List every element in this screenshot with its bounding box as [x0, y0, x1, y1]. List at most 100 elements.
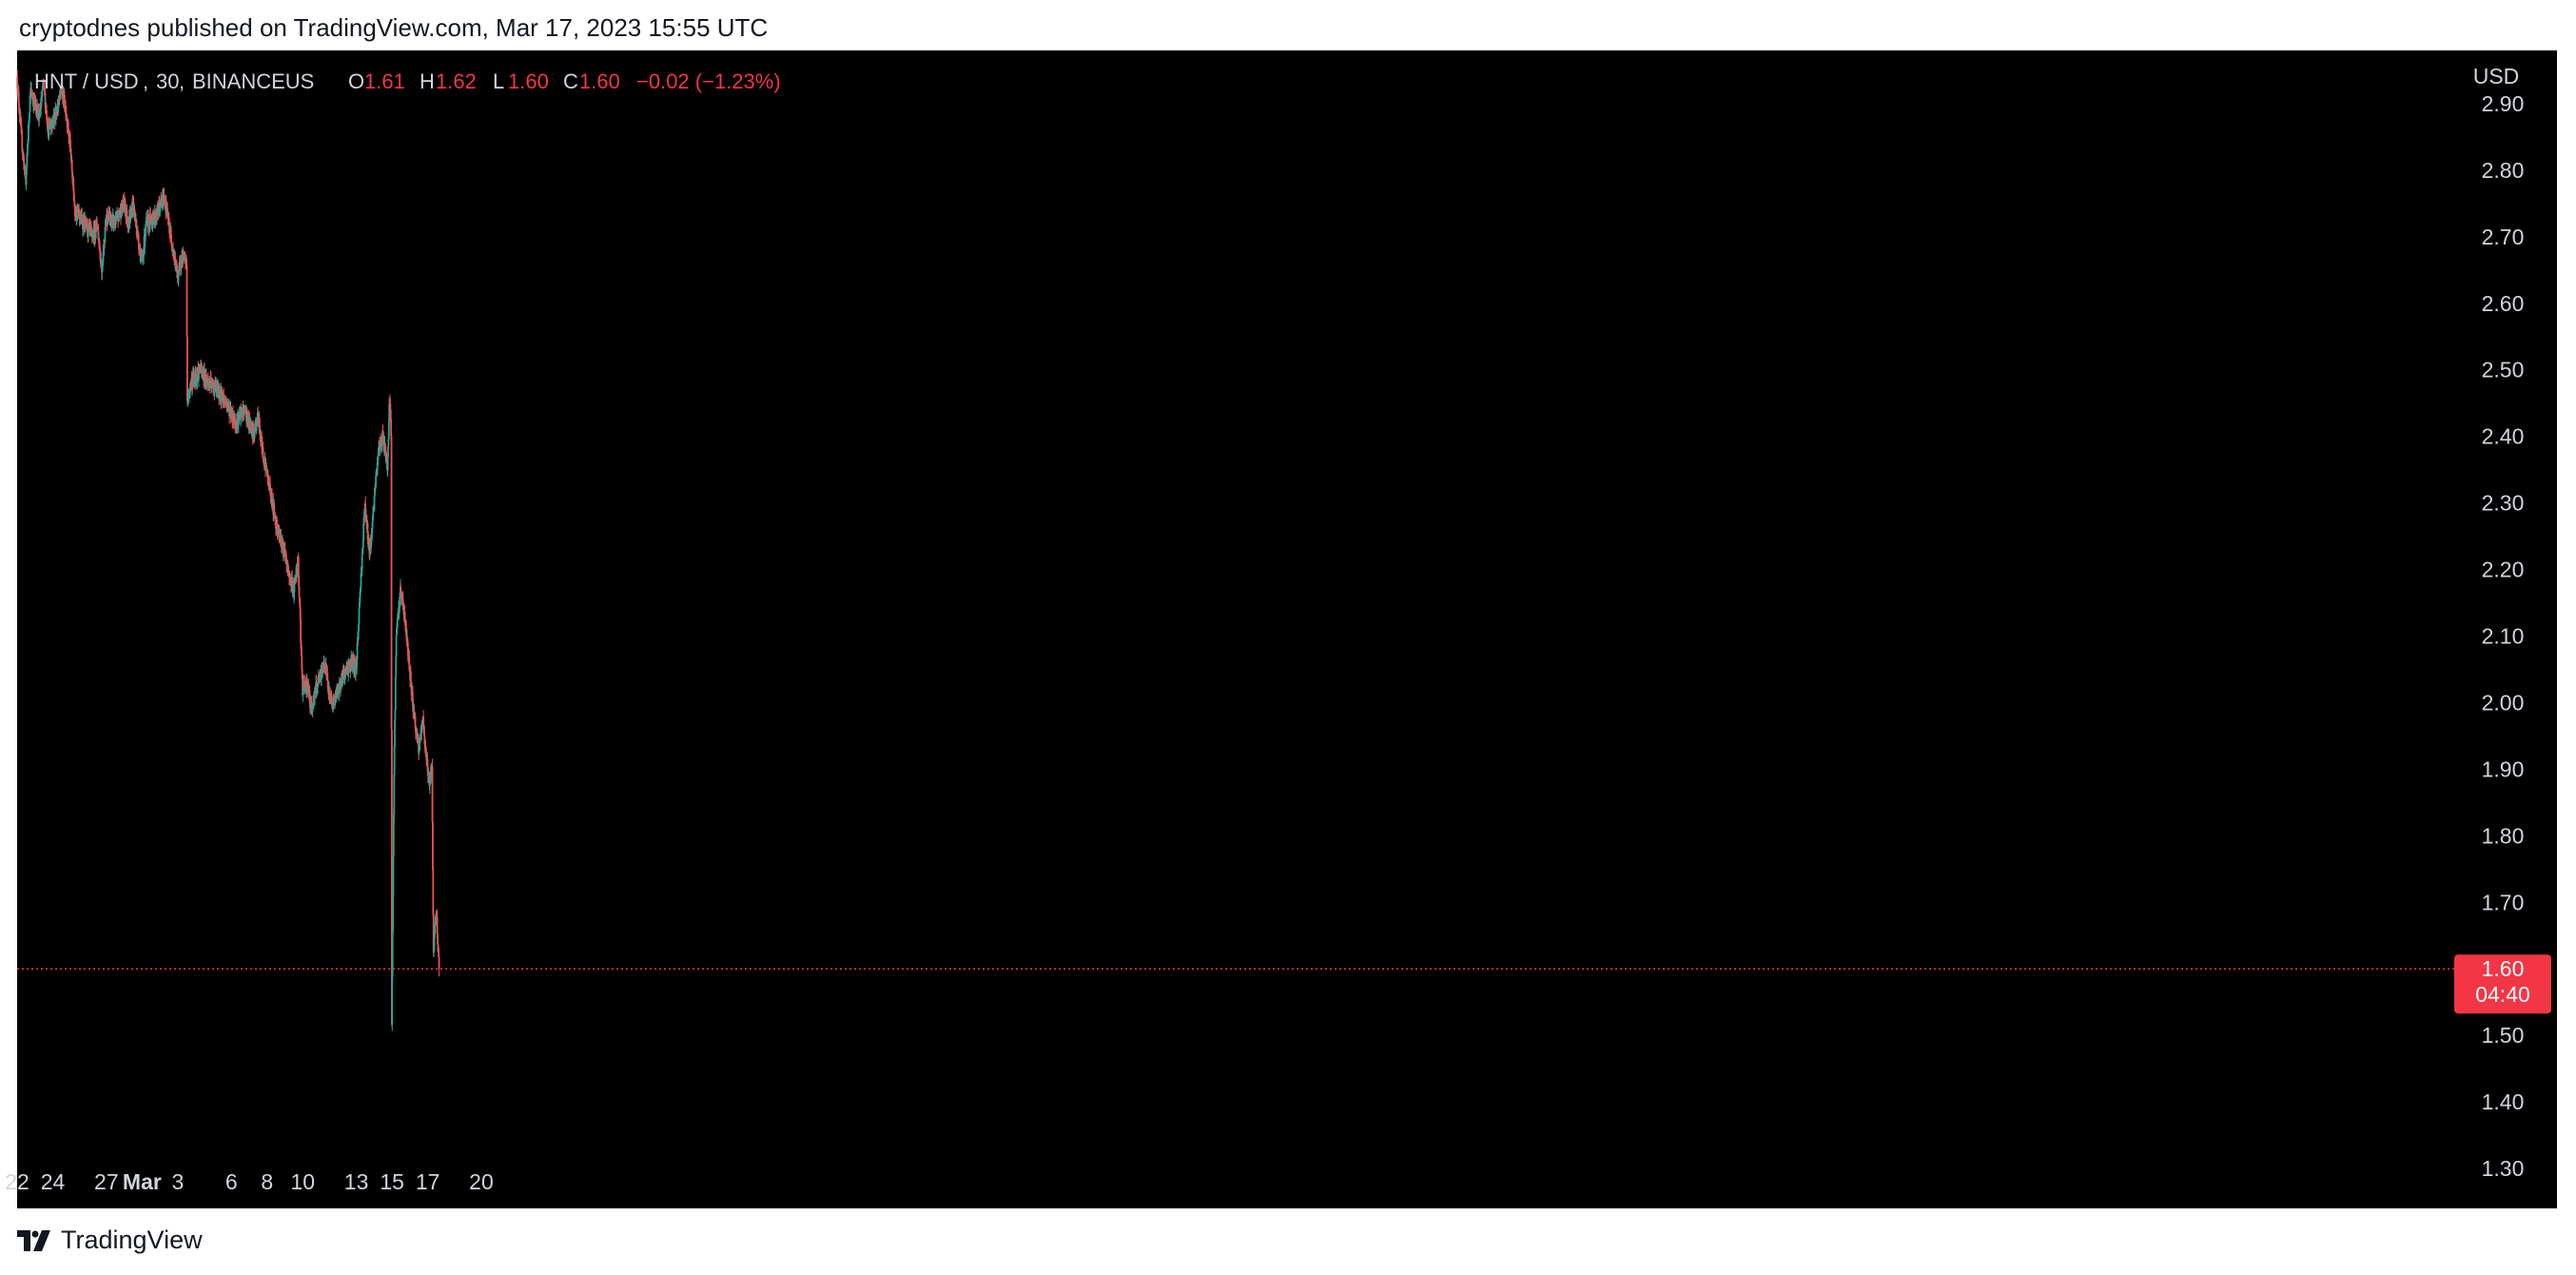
candle-body: [299, 608, 302, 620]
candle-body: [293, 583, 296, 593]
candle-body: [263, 456, 264, 462]
candle-body: [60, 91, 63, 94]
price-tick-label: 1.90: [2482, 756, 2525, 781]
price-tick-label: 2.20: [2482, 558, 2525, 582]
candle-body: [95, 220, 98, 226]
candle-body: [299, 598, 302, 609]
time-axis: 22 24 27 Mar 3 6 8 10 13 15 17 20: [5, 1169, 494, 1194]
candle-body: [180, 266, 183, 268]
candle-body: [138, 243, 140, 250]
candle-body: [388, 404, 391, 423]
candle-body: [361, 548, 363, 555]
time-tick-label: Mar: [123, 1169, 162, 1194]
candle-body: [375, 476, 378, 487]
legend-h-label: H: [420, 69, 435, 93]
candle-body: [177, 273, 180, 282]
candle-body: [67, 120, 69, 132]
candle-body: [78, 213, 81, 219]
candle-body: [58, 96, 60, 104]
candle-body: [71, 170, 73, 178]
candle-body: [41, 97, 43, 102]
candle-body: [135, 226, 138, 236]
candle-body: [94, 224, 96, 236]
price-tick-label: 1.40: [2482, 1089, 2525, 1114]
candle-body: [394, 709, 397, 720]
candle-body: [381, 439, 383, 447]
candle-body: [90, 231, 93, 237]
candle-body: [357, 630, 360, 639]
time-tick-label: 10: [290, 1169, 315, 1194]
legend-interval: 30: [156, 69, 179, 93]
candle-body: [283, 549, 286, 556]
candle-body: [101, 265, 104, 270]
price-tick-label: 1.70: [2482, 890, 2525, 914]
candle-body: [371, 520, 374, 529]
candle-body: [317, 681, 320, 687]
time-tick-label: 8: [261, 1169, 273, 1194]
time-tick-label: 22: [5, 1169, 29, 1194]
candle-body: [409, 671, 412, 687]
candle-body: [436, 916, 439, 934]
time-tick-label: 6: [225, 1169, 238, 1194]
candle-body: [393, 746, 396, 775]
price-tag-value: 1.60: [2482, 956, 2525, 981]
candle-body: [389, 409, 392, 420]
legend-exchange: BINANCEUS: [192, 69, 314, 93]
candle-body: [387, 439, 390, 446]
candle-body: [179, 260, 182, 268]
candle-body: [99, 246, 101, 253]
candle-body: [403, 611, 406, 619]
candle-body: [362, 522, 365, 541]
candle-body: [21, 134, 24, 151]
candle-body: [391, 932, 394, 976]
candle-body: [38, 110, 41, 120]
candle-body: [407, 648, 410, 660]
candle-body: [316, 686, 319, 694]
candle-body: [115, 216, 118, 222]
candle-body: [433, 933, 436, 939]
candle-body: [243, 407, 245, 416]
candle-body: [364, 503, 367, 515]
legend-sep-2: ,: [179, 69, 185, 93]
candle-body: [126, 209, 128, 222]
candle-body: [48, 124, 50, 137]
candle-body: [41, 86, 44, 91]
time-tick-label: 24: [41, 1169, 66, 1194]
candle-body: [392, 814, 395, 856]
candle-body: [159, 207, 162, 212]
candle-body: [434, 924, 437, 926]
candle-body: [187, 396, 190, 399]
candle-body: [107, 217, 109, 225]
candle-body: [338, 687, 341, 695]
candle-body: [151, 218, 154, 226]
candle-body: [29, 87, 32, 97]
price-tick-label: 2.00: [2482, 690, 2525, 715]
candle-body: [69, 140, 72, 148]
candle-body: [98, 237, 101, 247]
candle-body: [63, 94, 66, 109]
candle-body: [374, 487, 376, 497]
candle-body: [298, 576, 301, 586]
current-price-tag: 1.60 04:40: [2454, 954, 2551, 1014]
candle-body: [386, 457, 389, 471]
candle-body: [16, 76, 19, 88]
legend-o-value: 1.61: [364, 69, 405, 93]
candle-body: [70, 160, 73, 171]
legend-h-value: 1.62: [436, 69, 477, 93]
candle-body: [270, 488, 273, 503]
published-caption: cryptodnes published on TradingView.com,…: [19, 13, 769, 42]
candle-body: [391, 975, 394, 1026]
candle-body: [431, 766, 434, 822]
candle-body: [19, 115, 22, 126]
time-tick-label: 27: [94, 1169, 119, 1194]
candle-body: [127, 223, 130, 230]
candle-body: [330, 695, 333, 703]
candle-body: [406, 637, 409, 645]
candle-body: [435, 915, 437, 925]
candle-body: [72, 190, 75, 201]
candle-body: [43, 80, 46, 83]
candle-body: [40, 97, 43, 109]
price-tick-label: 2.90: [2482, 91, 2525, 116]
candle-body: [26, 167, 28, 175]
